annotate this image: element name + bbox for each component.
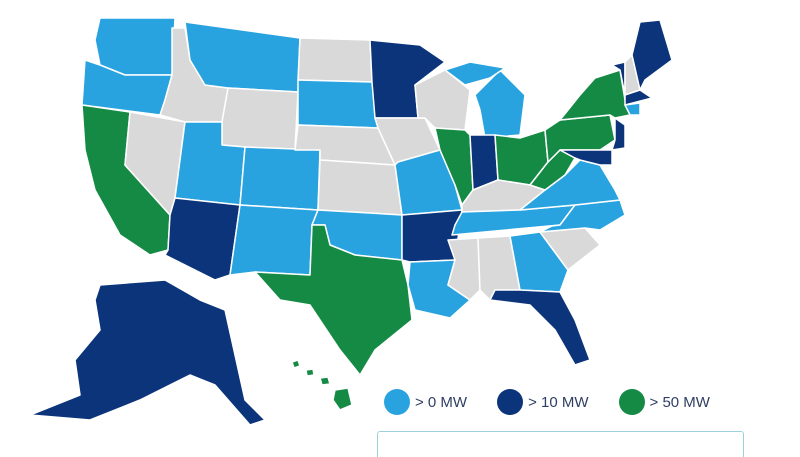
state-wy [221,87,299,151]
legend-swatch-green [618,389,645,415]
state-me [631,19,673,91]
state-ak [29,279,266,426]
state-hi [291,359,301,369]
state-nm [229,204,319,276]
state-md [559,149,613,166]
legend: > 0 MW > 10 MW > 50 MW [384,389,740,415]
legend-swatch-dark-blue [497,389,524,415]
state-fl [489,289,591,366]
legend-swatch-light-blue [384,389,410,415]
legend-label: > 10 MW [528,393,589,411]
legend-item-gt0: > 0 MW [384,389,467,415]
state-mt [184,21,301,93]
state-nc [539,199,626,233]
caption-box [377,431,744,457]
state-nd [297,37,373,83]
state-co [239,146,321,211]
legend-item-gt50: > 50 MW [618,389,710,415]
state-az [164,197,241,281]
state-nj [611,117,626,151]
state-ny [559,69,631,121]
state-ks [317,159,403,216]
state-hi [319,376,331,386]
state-hi [305,368,315,377]
state-wa [94,17,176,76]
state-sd [297,79,379,129]
state-mi [444,61,506,86]
legend-item-gt10: > 10 MW [497,389,589,415]
legend-label: > 50 MW [649,393,710,411]
state-ga [509,231,569,293]
legend-label: > 0 MW [415,393,468,411]
state-ct [624,102,641,116]
state-ma [624,89,653,106]
state-hi [332,387,353,411]
